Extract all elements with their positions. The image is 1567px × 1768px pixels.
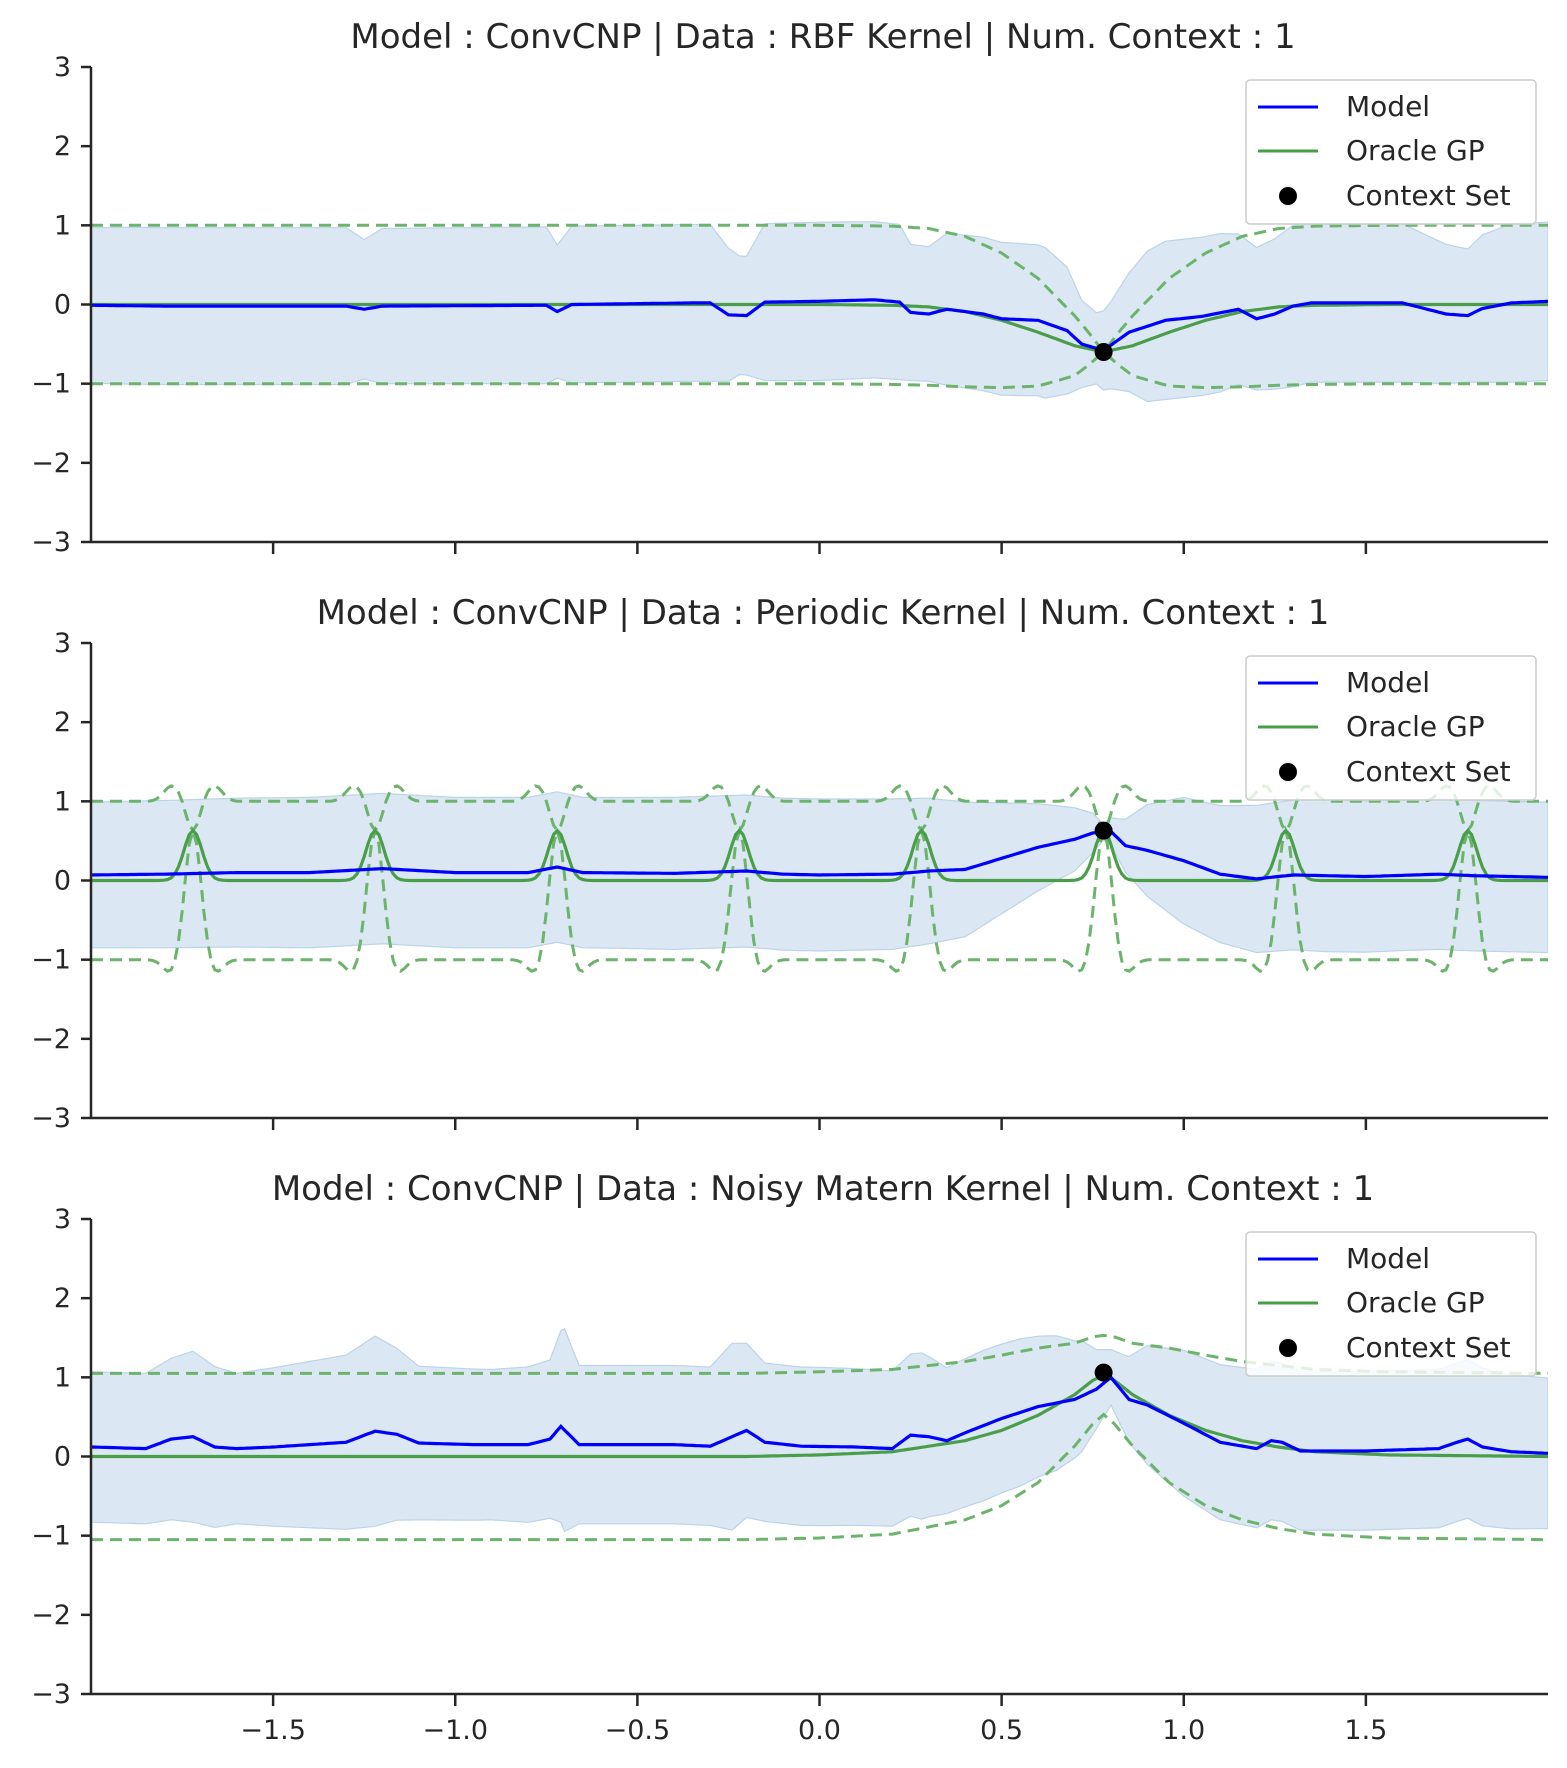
- y-tick-label: 3: [54, 628, 71, 659]
- y-tick-label: 3: [54, 52, 71, 83]
- oracle-lower-bound: [91, 350, 1548, 390]
- model-std-band: [91, 1327, 1548, 1533]
- legend: Model Oracle GP Context Set: [1245, 655, 1537, 801]
- y-tick-label: −3: [31, 1679, 71, 1710]
- y-tick-label: 1: [54, 786, 71, 817]
- y-tick-label: 0: [54, 866, 71, 897]
- x-tick-label: −1.0: [422, 1715, 488, 1746]
- model-std-band: [91, 791, 1548, 954]
- context-point: [1094, 821, 1113, 840]
- y-tick-label: −1: [31, 945, 71, 976]
- legend: Model Oracle GP Context Set: [1245, 1231, 1537, 1377]
- y-tick-label: 1: [54, 210, 71, 241]
- legend-context-label: Context Set: [1346, 1331, 1511, 1364]
- x-tick-label: 0.5: [980, 1715, 1023, 1746]
- plot-series: [91, 221, 1548, 403]
- panel-title: Model : ConvCNP | Data : Noisy Matern Ke…: [272, 1169, 1374, 1209]
- panel-title: Model : ConvCNP | Data : RBF Kernel | Nu…: [350, 17, 1295, 57]
- plot-area: 3 2 1 0 −1 −2 −3: [31, 628, 1548, 1134]
- y-tick-label: −2: [31, 448, 71, 479]
- legend-context-marker: [1279, 1339, 1297, 1357]
- x-tick-label: 1.5: [1344, 1715, 1387, 1746]
- y-tick-label: 2: [54, 131, 71, 162]
- plot-area: 3 2 1 0 −1 −2 −3 −1.5 −1.0 −0.5 0.0 0.5 1.0 1.5: [31, 1204, 1548, 1746]
- plot-series: [91, 1327, 1548, 1542]
- y-tick-label: 2: [54, 707, 71, 738]
- panel-rbf: Model : ConvCNP | Data : RBF Kernel | Nu…: [31, 17, 1548, 558]
- plot-series: [91, 784, 1548, 973]
- oracle-upper-bound: [91, 223, 1548, 355]
- context-point: [1094, 343, 1113, 361]
- x-tick-label: 0.0: [798, 1715, 841, 1746]
- y-tick-label: −3: [31, 1103, 71, 1134]
- legend-oracle-label: Oracle GP: [1346, 134, 1485, 167]
- y-tick-label: 3: [54, 1204, 71, 1235]
- oracle-lower-bound: [91, 1412, 1548, 1542]
- model-std-band: [91, 221, 1548, 403]
- y-tick-label: −2: [31, 1024, 71, 1055]
- legend-context-label: Context Set: [1346, 179, 1511, 212]
- legend-model-label: Model: [1346, 666, 1430, 699]
- y-tick-label: 0: [54, 1442, 71, 1473]
- legend-model-label: Model: [1346, 1242, 1430, 1275]
- x-tick-label: −0.5: [605, 1715, 671, 1746]
- y-tick-label: −2: [31, 1600, 71, 1631]
- legend-context-label: Context Set: [1346, 755, 1511, 788]
- legend-oracle-label: Oracle GP: [1346, 710, 1485, 743]
- legend-model-label: Model: [1346, 90, 1430, 123]
- y-tick-label: −1: [31, 1521, 71, 1552]
- legend-oracle-label: Oracle GP: [1346, 1286, 1485, 1319]
- legend-frame: [1245, 79, 1537, 225]
- y-tick-label: −3: [31, 527, 71, 558]
- legend-frame: [1245, 655, 1537, 801]
- model-mean-line: [91, 829, 1548, 881]
- panel-periodic: Model : ConvCNP | Data : Periodic Kernel…: [31, 593, 1548, 1134]
- legend-context-marker: [1279, 187, 1297, 205]
- model-mean-line: [91, 298, 1548, 353]
- y-tick-label: −1: [31, 369, 71, 400]
- panel-noisy-matern: Model : ConvCNP | Data : Noisy Matern Ke…: [31, 1169, 1548, 1746]
- panel-title: Model : ConvCNP | Data : Periodic Kernel…: [317, 593, 1330, 633]
- model-mean-line: [91, 1375, 1548, 1455]
- y-tick-label: 1: [54, 1362, 71, 1393]
- context-point: [1094, 1363, 1113, 1382]
- oracle-lower-bound: [91, 825, 1548, 973]
- x-tick-label: 1.0: [1162, 1715, 1205, 1746]
- legend-frame: [1245, 1231, 1537, 1377]
- legend: Model Oracle GP Context Set: [1245, 79, 1537, 225]
- legend-context-marker: [1279, 763, 1297, 781]
- y-tick-label: 2: [54, 1283, 71, 1314]
- x-tick-label: −1.5: [240, 1715, 306, 1746]
- plot-area: 3 2 1 0 −1 −2 −3: [31, 52, 1548, 558]
- y-tick-label: 0: [54, 290, 71, 321]
